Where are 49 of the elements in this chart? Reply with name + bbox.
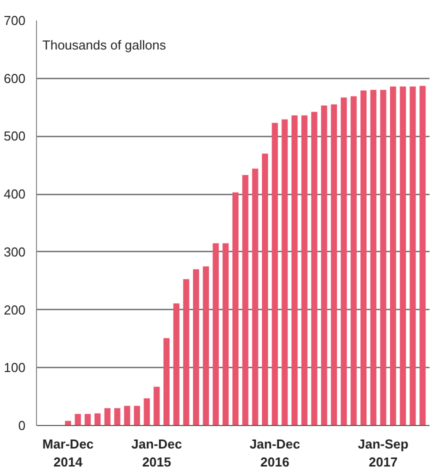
bar: [163, 338, 170, 426]
bar: [242, 174, 248, 426]
bar: [183, 279, 190, 426]
x-tick-label: Jan-Dec 2016: [250, 436, 300, 470]
bar: [410, 86, 416, 426]
bar: [272, 122, 278, 426]
y-tick-label: 200: [4, 302, 26, 318]
bar: [292, 115, 298, 426]
bar: [420, 86, 426, 426]
x-tick-label: Jan-Sep 2017: [358, 436, 409, 470]
bar: [173, 303, 180, 426]
x-tick-label: Mar-Dec 2014: [42, 436, 94, 470]
bar: [232, 192, 239, 426]
x-tick-label: Jan-Dec 2015: [131, 436, 182, 470]
bar: [124, 406, 130, 426]
bar: [154, 386, 160, 426]
bar: [74, 414, 81, 426]
bar: [370, 90, 376, 426]
bar: [84, 414, 91, 426]
bar: [193, 269, 200, 426]
y-tick-label: 700: [4, 13, 26, 28]
bar: [94, 413, 101, 426]
y-tick-label: 100: [4, 360, 26, 376]
bar: [360, 90, 367, 426]
bar: [321, 106, 328, 426]
bar: [350, 96, 357, 426]
bar: [262, 154, 268, 426]
bar: [212, 243, 219, 426]
bar: [301, 115, 308, 426]
bar: [380, 90, 386, 426]
y-tick-label: 300: [4, 244, 26, 260]
bar: [330, 104, 338, 426]
bar: [144, 398, 150, 426]
bar: [114, 408, 120, 426]
bar: [252, 168, 258, 426]
y-axis-title: Thousands of gallons: [42, 38, 166, 52]
bar: [400, 86, 406, 426]
bar: [390, 86, 396, 426]
bar: [222, 243, 229, 426]
y-tick-label: 600: [4, 70, 26, 86]
y-tick-label: 400: [4, 186, 26, 202]
bar: [202, 266, 209, 426]
y-tick-label: 500: [4, 128, 26, 144]
bar: [311, 112, 318, 426]
bar: [340, 97, 347, 426]
y-tick-label: 0: [18, 418, 26, 433]
bar: [134, 406, 140, 426]
bar: [104, 408, 110, 426]
bar: [282, 119, 288, 426]
